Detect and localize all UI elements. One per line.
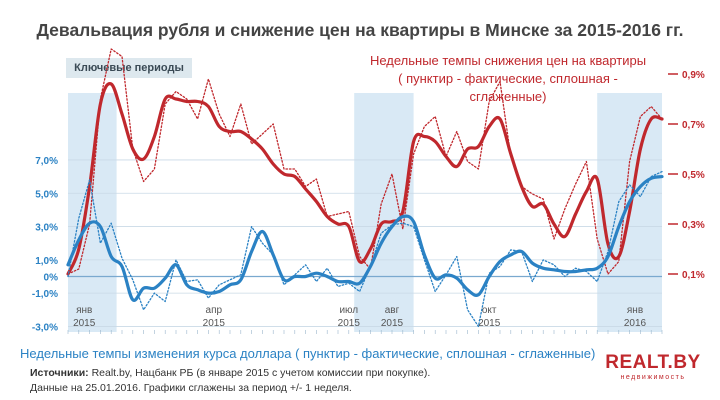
sources-text: Realt.by, Нацбанк РБ (в январе 2015 с уч… [88, 367, 431, 379]
x-tick-label-5-0: янв [627, 305, 643, 316]
x-tick-label-3-1: 2015 [381, 318, 404, 329]
x-tick-label-1-1: 2015 [203, 318, 226, 329]
highlight-period-0 [68, 93, 117, 332]
left-tick-label-4: 0% [44, 273, 59, 284]
apartment-price-caption: Недельные темпы снижения цен на квартиры… [358, 52, 658, 106]
apartment-price-solid-line [66, 82, 664, 276]
left-tick-label-1: 5,0% [35, 189, 58, 200]
apartment-price-caption-line1: Недельные темпы снижения цен на квартиры [369, 53, 647, 68]
left-tick-label-2: 3,0% [35, 223, 58, 234]
left-tick-label-3: 1,0% [35, 256, 58, 267]
apartment-price-dotted-line [67, 48, 663, 275]
right-tick-label-0: 0,9% [682, 70, 705, 81]
right-tick-label-1: 0,7% [682, 120, 705, 131]
x-tick-label-1-0: апр [206, 305, 223, 316]
x-tick-label-2-0: июл [339, 305, 358, 316]
realt-logo-subtitle: недвижимость [620, 374, 686, 381]
x-tick-label-3-0: авг [385, 305, 400, 316]
realt-logo-text: REALT.BY [605, 352, 701, 373]
x-tick-label-4-0: окт [482, 305, 497, 316]
chart-title: Девальвация рубля и снижение цен на квар… [36, 20, 684, 40]
data-date-note: Данные на 25.01.2016. Графики сглажены з… [30, 382, 352, 394]
right-tick-label-3: 0,3% [682, 220, 705, 231]
sources-note: Источники: Realt.by, Нацбанк РБ (в январ… [30, 366, 430, 396]
key-periods-label: Ключевые периоды [66, 58, 192, 78]
x-tick-label-2-1: 2015 [338, 318, 361, 329]
dollar-rate-dotted-line [67, 170, 663, 328]
apartment-price-caption-line2: ( пунктир - фактические, сплошная - сгла… [398, 71, 618, 104]
left-tick-label-6: -3,0% [32, 322, 58, 333]
dollar-rate-solid-line [66, 175, 664, 303]
dollar-rate-caption: Недельные темпы изменения курса доллара … [20, 346, 596, 361]
x-tick-label-4-1: 2015 [478, 318, 501, 329]
right-tick-label-4: 0,1% [682, 270, 705, 281]
left-tick-label-5: -1,0% [32, 289, 58, 300]
x-tick-label-0-0: янв [76, 305, 92, 316]
x-tick-label-5-1: 2016 [624, 318, 647, 329]
right-tick-label-2: 0,5% [682, 170, 705, 181]
realt-logo[interactable]: REALT.BY недвижимость [603, 352, 703, 382]
sources-label: Источники: [30, 367, 89, 379]
left-tick-label-0: 7,0% [35, 156, 58, 167]
x-tick-label-0-1: 2015 [73, 318, 96, 329]
